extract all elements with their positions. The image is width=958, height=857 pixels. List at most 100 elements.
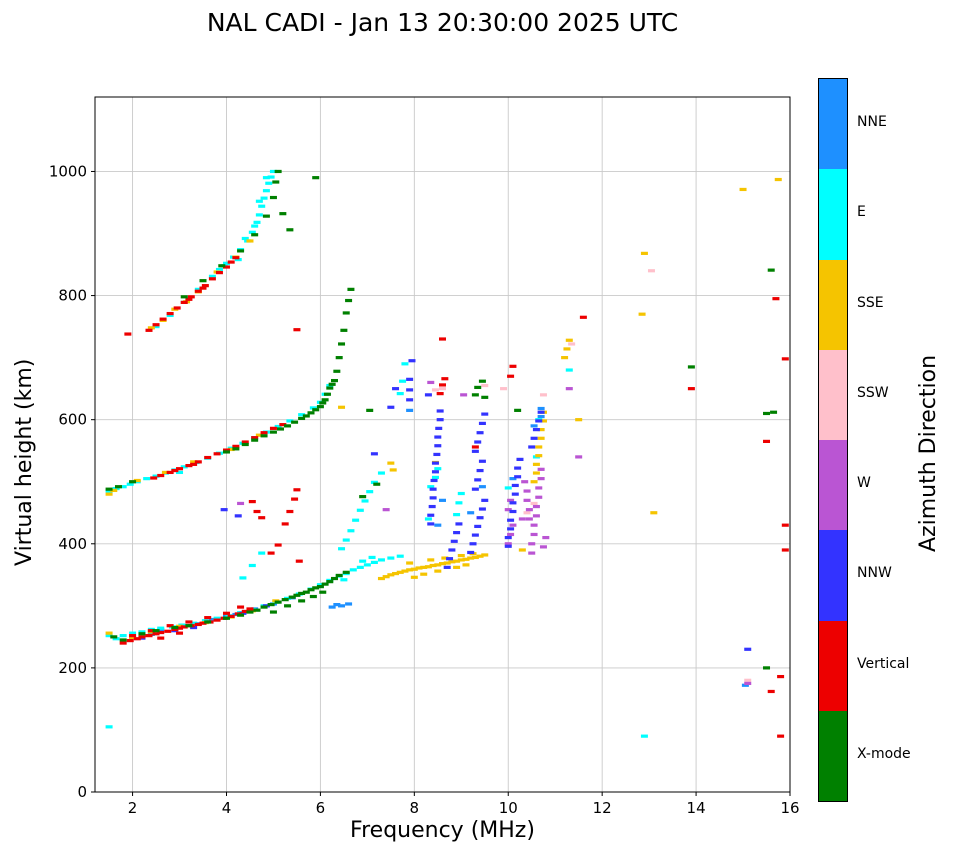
scatter-point <box>443 565 451 569</box>
scatter-point <box>481 412 489 416</box>
scatter-point <box>312 176 320 180</box>
scatter-point <box>453 559 461 563</box>
scatter-point <box>286 228 294 232</box>
scatter-point <box>744 681 752 686</box>
scatter-point <box>222 265 230 269</box>
scatter-point <box>269 430 277 434</box>
scatter-point <box>269 169 277 174</box>
scatter-point <box>530 501 538 506</box>
scatter-point <box>199 279 207 283</box>
scatter-point <box>366 408 374 412</box>
scatter-point <box>171 627 179 632</box>
scatter-point <box>469 542 477 546</box>
scatter-point <box>387 573 395 577</box>
scatter-point <box>267 175 275 179</box>
scatter-point <box>521 480 529 484</box>
chart-title: NAL CADI - Jan 13 20:30:00 2025 UTC <box>206 8 679 37</box>
scatter-point <box>530 480 538 484</box>
scatter-point <box>166 470 174 475</box>
scatter-point <box>575 455 583 459</box>
scatter-point <box>387 556 395 560</box>
scatter-point <box>453 513 461 517</box>
scatter-point <box>159 317 167 321</box>
scatter-point <box>481 498 489 502</box>
scatter-point <box>248 230 256 234</box>
scatter-point <box>194 460 202 464</box>
scatter-point <box>286 419 294 423</box>
scatter-point <box>213 452 221 456</box>
scatter-point <box>145 328 153 332</box>
scatter-point <box>462 563 470 567</box>
scatter-point <box>420 572 428 576</box>
scatter-point <box>246 239 254 243</box>
scatter-point <box>399 379 407 383</box>
colorbar-entry-label-w: W <box>857 475 871 492</box>
scatter-point <box>528 542 536 546</box>
scatter-point <box>241 440 249 444</box>
scatter-point <box>274 543 282 547</box>
scatter-point <box>453 565 461 569</box>
scatter-point <box>471 393 479 397</box>
x-tick-label: 8 <box>410 799 420 817</box>
scatter-point <box>246 607 254 611</box>
scatter-point <box>439 383 446 387</box>
scatter-point <box>500 387 508 391</box>
scatter-point <box>406 377 414 381</box>
scatter-point <box>424 565 432 569</box>
scatter-point <box>427 558 435 562</box>
scatter-point <box>176 626 184 630</box>
scatter-point <box>401 362 409 366</box>
scatter-point <box>575 418 583 422</box>
scatter-point <box>439 498 446 502</box>
scatter-point <box>133 478 141 483</box>
scatter-point <box>774 177 782 182</box>
scatter-point <box>476 516 484 520</box>
scatter-point <box>504 542 512 546</box>
scatter-point <box>166 311 174 316</box>
scatter-point <box>260 605 268 609</box>
scatter-point <box>471 449 479 453</box>
scatter-point <box>222 261 230 265</box>
scatter-point <box>246 610 254 614</box>
scatter-point <box>208 617 216 622</box>
scatter-point <box>406 568 414 572</box>
scatter-point <box>171 468 179 473</box>
scatter-point <box>439 387 446 391</box>
scatter-point <box>408 359 416 363</box>
y-tick-label: 400 <box>58 535 87 553</box>
scatter-point <box>356 508 364 512</box>
scatter-point <box>767 268 775 272</box>
colorbar-swatch-nne <box>819 79 847 170</box>
scatter-point <box>427 485 435 489</box>
scatter-point <box>530 523 538 527</box>
scatter-point <box>478 485 486 489</box>
scatter-point <box>457 491 465 496</box>
scatter-point <box>269 610 277 614</box>
scatter-point <box>335 356 343 360</box>
scatter-point <box>260 431 268 435</box>
x-tick-label: 4 <box>222 799 232 817</box>
colorbar-entry-label-nne: NNE <box>857 114 887 131</box>
scatter-point <box>157 473 165 478</box>
scatter-point <box>335 573 343 578</box>
scatter-point <box>253 220 261 224</box>
scatter-point <box>345 602 353 606</box>
scatter-point <box>124 332 132 336</box>
scatter-point <box>323 392 331 396</box>
scatter-point <box>286 509 294 514</box>
colorbar-entry-label-vertical: Vertical <box>857 655 910 672</box>
colorbar-title: Azimuth Direction <box>916 354 941 552</box>
scatter-point <box>119 634 127 638</box>
scatter-point <box>262 214 270 218</box>
scatter-point <box>222 450 230 454</box>
scatter-point <box>523 498 531 502</box>
scatter-point <box>265 181 273 185</box>
scatter-point <box>539 419 547 423</box>
scatter-point <box>298 599 306 603</box>
scatter-point <box>481 395 489 399</box>
scatter-point <box>507 518 515 522</box>
scatter-point <box>511 492 519 496</box>
scatter-point <box>330 576 338 581</box>
scatter-point <box>511 483 519 488</box>
scatter-point <box>251 436 259 440</box>
